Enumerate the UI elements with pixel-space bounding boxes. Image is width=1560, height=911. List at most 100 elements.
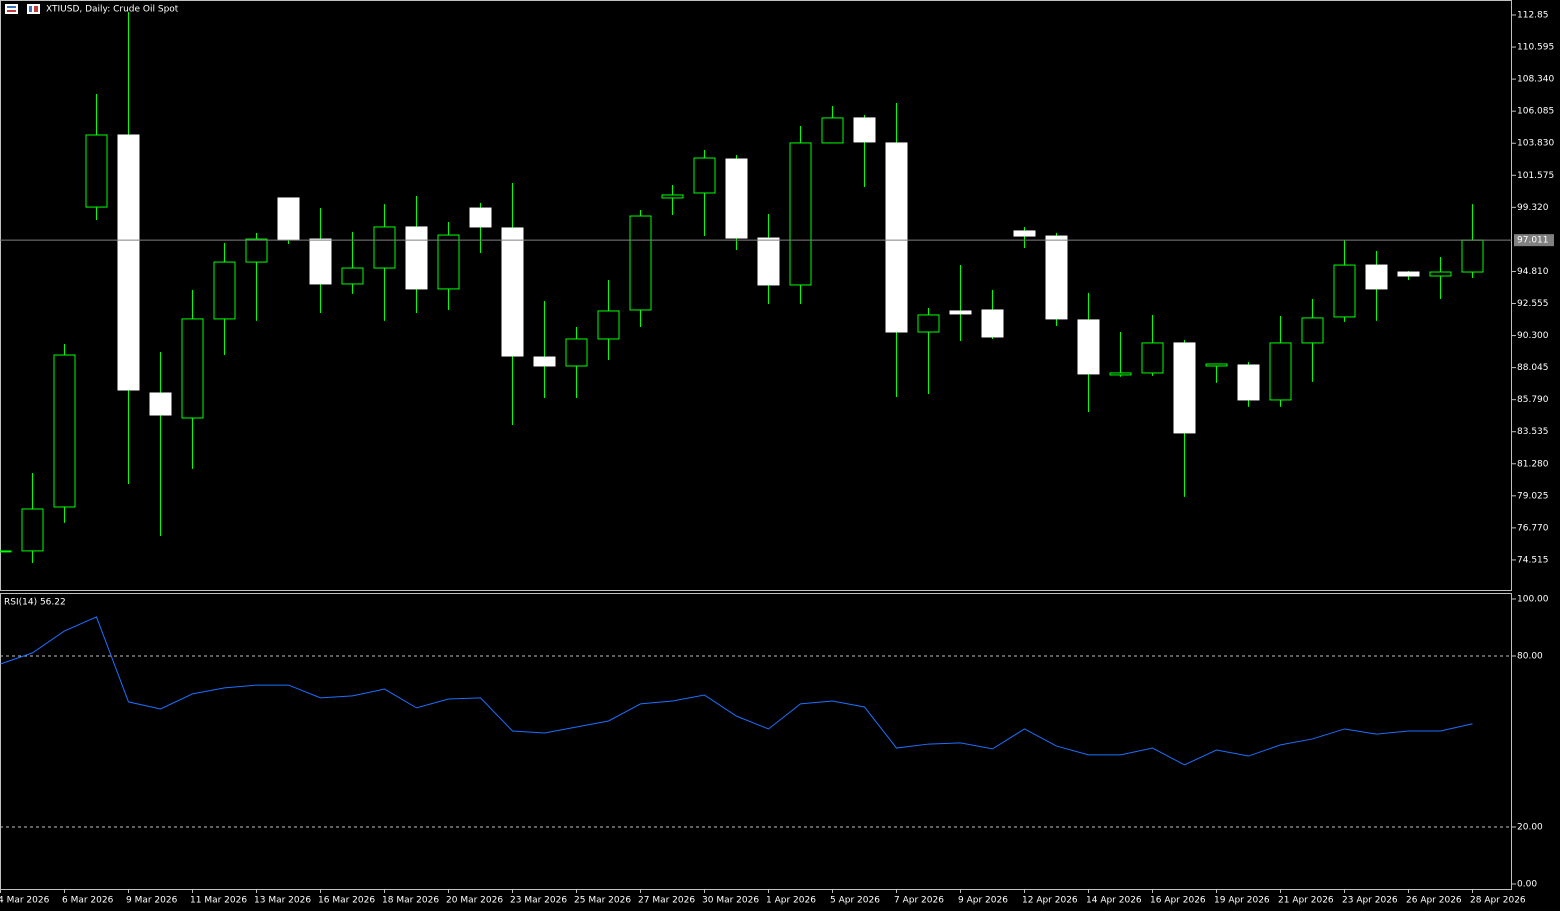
- y-tick-label: 103.830: [1517, 139, 1554, 149]
- bear-body: [1045, 235, 1068, 320]
- x-tick-label: 16 Mar 2026: [318, 896, 375, 906]
- bear-body: [885, 142, 908, 333]
- y-tick-label: 79.025: [1517, 491, 1549, 501]
- y-tick-label: 110.595: [1517, 43, 1554, 53]
- bear-body: [501, 227, 524, 357]
- bear-body: [533, 356, 556, 367]
- bear-body: [1077, 319, 1100, 375]
- price-panel: [0, 0, 1512, 591]
- bull-body: [85, 134, 108, 208]
- title-icons: [5, 4, 40, 14]
- bull-body: [0, 550, 12, 553]
- bull-body: [1141, 342, 1164, 374]
- bear-body: [725, 158, 748, 239]
- y-tick-label: 92.555: [1517, 299, 1549, 309]
- bear-body: [309, 238, 332, 285]
- y-tick-label: 80.00: [1517, 652, 1543, 662]
- bull-body: [21, 508, 44, 552]
- bull-body: [565, 338, 588, 367]
- bear-body: [949, 310, 972, 315]
- bear-body: [1397, 271, 1420, 277]
- y-tick-label: 108.340: [1517, 75, 1554, 85]
- bull-body: [789, 142, 812, 286]
- x-tick-label: 5 Apr 2026: [830, 896, 880, 906]
- bull-body: [1301, 317, 1324, 344]
- bull-body: [597, 310, 620, 340]
- bull-body: [341, 267, 364, 285]
- bull-body: [661, 194, 684, 199]
- bull-body: [1205, 363, 1228, 367]
- chart-title: XTIUSD, Daily: Crude Oil Spot: [46, 5, 179, 15]
- y-tick-label: 20.00: [1517, 823, 1543, 833]
- bull-body: [917, 314, 940, 333]
- x-tick-label: 19 Apr 2026: [1214, 896, 1270, 906]
- rsi-panel: [0, 593, 1512, 890]
- x-tick-label: 21 Apr 2026: [1278, 896, 1334, 906]
- y-tick-label: 76.770: [1517, 523, 1549, 533]
- x-tick-label: 30 Mar 2026: [702, 896, 759, 906]
- y-tick-label: 100.00: [1517, 595, 1549, 605]
- x-tick-label: 28 Apr 2026: [1470, 896, 1526, 906]
- bull-body: [821, 117, 844, 144]
- x-tick-label: 23 Apr 2026: [1342, 896, 1398, 906]
- x-tick-label: 27 Mar 2026: [638, 896, 695, 906]
- x-tick-label: 26 Apr 2026: [1406, 896, 1462, 906]
- bull-body: [629, 215, 652, 311]
- x-tick-label: 1 Apr 2026: [766, 896, 816, 906]
- bull-body: [181, 318, 204, 419]
- bear-body: [1013, 230, 1036, 237]
- x-tick-label: 13 Mar 2026: [254, 896, 311, 906]
- x-tick-label: 16 Apr 2026: [1150, 896, 1206, 906]
- y-tick-label: 85.790: [1517, 395, 1549, 405]
- x-tick-label: 20 Mar 2026: [446, 896, 503, 906]
- bull-body: [245, 238, 268, 263]
- x-tick-label: 4 Mar 2026: [0, 896, 50, 906]
- bear-body: [757, 237, 780, 286]
- bull-body: [1429, 271, 1452, 277]
- y-tick-label: 88.045: [1517, 363, 1549, 373]
- y-tick-label: 101.575: [1517, 171, 1554, 181]
- bull-body: [693, 157, 716, 194]
- bull-body: [1269, 342, 1292, 401]
- bear-body: [277, 197, 300, 241]
- x-tick-label: 11 Mar 2026: [190, 896, 247, 906]
- y-tick-label: 90.300: [1517, 331, 1549, 341]
- x-tick-label: 9 Apr 2026: [958, 896, 1008, 906]
- bull-body: [1109, 372, 1132, 376]
- y-tick-label: 81.280: [1517, 459, 1549, 469]
- bull-body: [373, 226, 396, 269]
- bull-body: [53, 354, 76, 508]
- bull-body: [437, 234, 460, 290]
- bear-body: [117, 134, 140, 391]
- x-tick-label: 6 Mar 2026: [62, 896, 114, 906]
- x-tick-label: 9 Mar 2026: [126, 896, 178, 906]
- x-tick-label: 18 Mar 2026: [382, 896, 439, 906]
- y-tick-label: 83.535: [1517, 427, 1549, 437]
- bull-body: [213, 261, 236, 320]
- x-tick-label: 7 Apr 2026: [894, 896, 944, 906]
- rsi-line: [0, 616, 1473, 766]
- y-tick-label: 0.00: [1517, 880, 1537, 890]
- bear-body: [1365, 264, 1388, 290]
- bear-body: [1173, 342, 1196, 434]
- current-price-box: [1514, 234, 1554, 247]
- x-tick-label: 12 Apr 2026: [1022, 896, 1078, 906]
- y-tick-label: 99.320: [1517, 203, 1549, 213]
- y-tick-label: 94.810: [1517, 267, 1549, 277]
- bear-body: [405, 226, 428, 290]
- bear-body: [853, 117, 876, 143]
- x-tick-label: 23 Mar 2026: [510, 896, 567, 906]
- y-tick-label: 106.085: [1517, 107, 1554, 117]
- y-tick-label: 112.85: [1517, 11, 1549, 21]
- bear-body: [1237, 364, 1260, 401]
- rsi-title: RSI(14) 56.22: [4, 598, 66, 608]
- bear-body: [149, 392, 172, 416]
- current-price-label: 97.011: [1517, 236, 1549, 246]
- x-tick-label: 25 Mar 2026: [574, 896, 631, 906]
- bear-body: [981, 309, 1004, 338]
- y-tick-label: 74.515: [1517, 555, 1549, 565]
- x-tick-label: 14 Apr 2026: [1086, 896, 1142, 906]
- bull-body: [1461, 239, 1484, 273]
